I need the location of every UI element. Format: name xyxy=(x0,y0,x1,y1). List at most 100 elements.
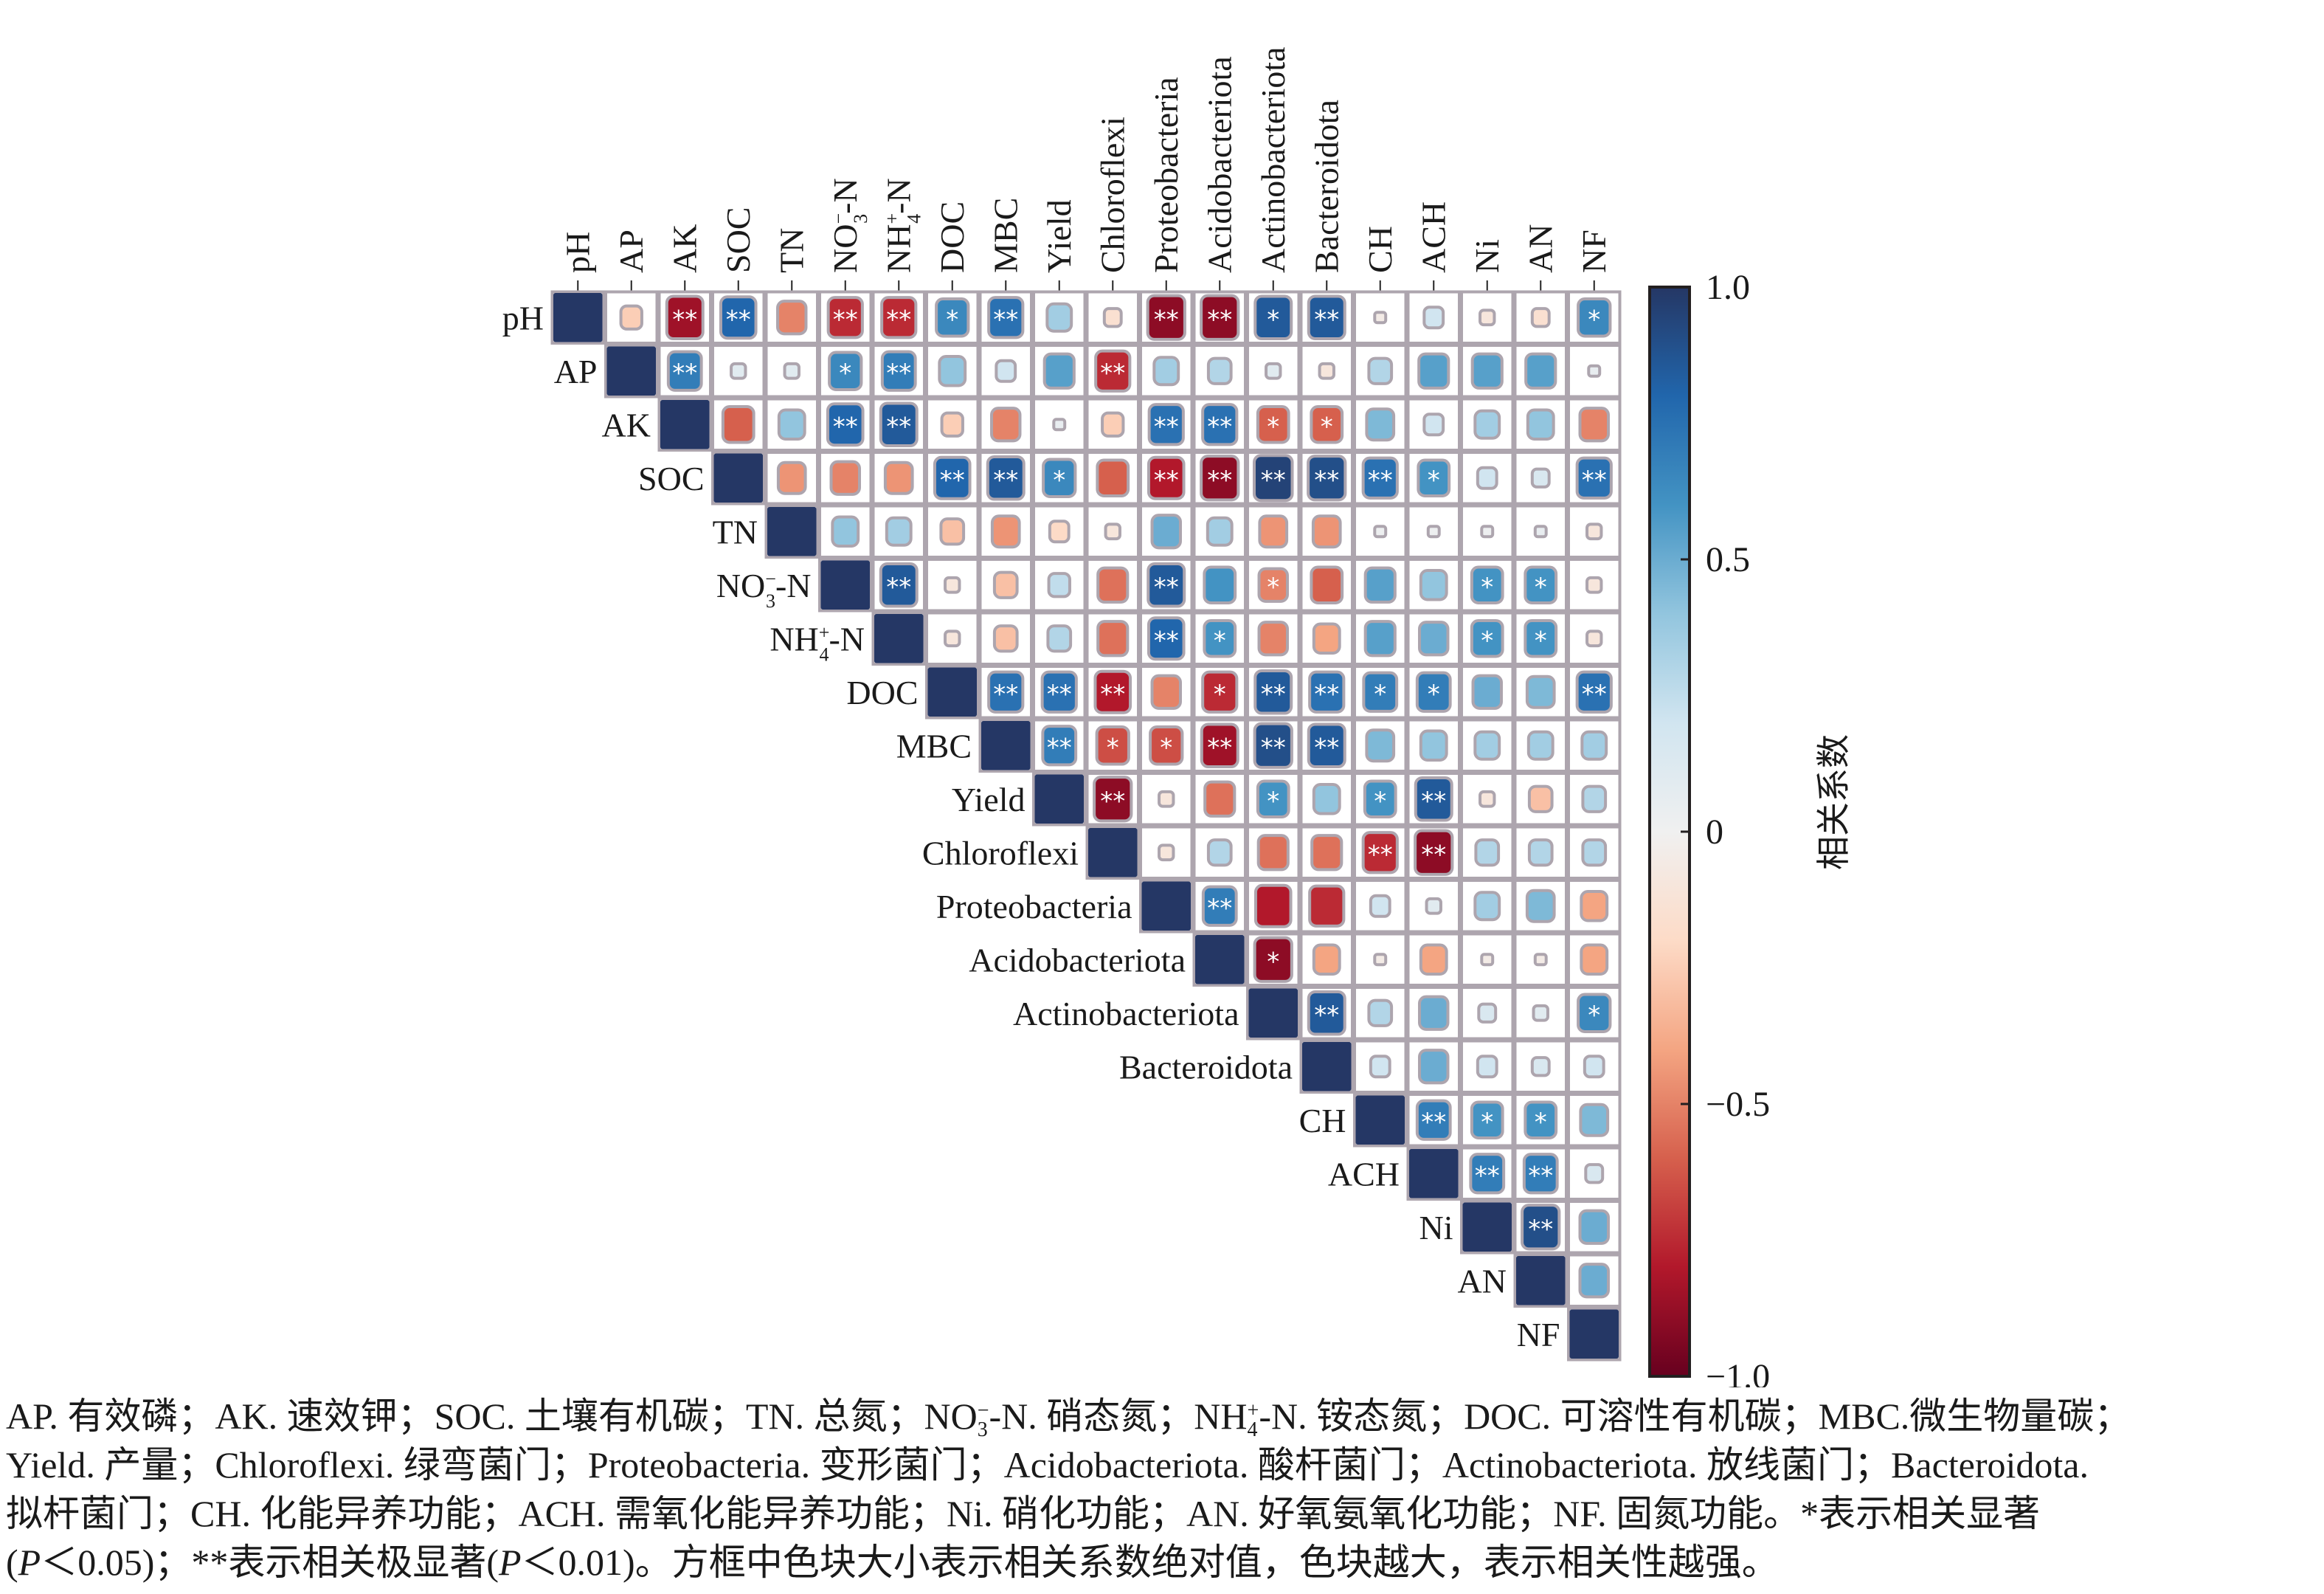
significance-label: * xyxy=(1374,680,1386,709)
correlation-mark xyxy=(1141,881,1191,931)
cell-frame xyxy=(1567,1146,1622,1201)
correlation-mark xyxy=(1361,456,1399,500)
colorbar-tick-label: −1.0 xyxy=(1706,1357,1770,1387)
caption-line: Yield. 产量；Chloroflexi. 绿弯菌门；Proteobacter… xyxy=(6,1444,2089,1486)
row-label: NO− 3-N xyxy=(716,567,812,612)
correlation-mark xyxy=(719,295,758,340)
correlation-mark xyxy=(874,614,924,663)
correlation-mark xyxy=(990,407,1022,443)
correlation-mark xyxy=(1469,1153,1506,1195)
correlation-mark xyxy=(1152,356,1180,387)
correlation-mark xyxy=(1587,364,1602,378)
row-label: Actinobacteriota xyxy=(1013,995,1239,1032)
correlation-mark xyxy=(1425,897,1442,915)
correlation-mark xyxy=(1527,784,1554,813)
correlation-mark xyxy=(987,296,1025,339)
cell-frame xyxy=(1032,504,1087,559)
correlation-mark xyxy=(1310,834,1343,872)
row-label: Chloroflexi xyxy=(922,834,1079,872)
correlation-mark xyxy=(1373,953,1388,967)
row-label: AN xyxy=(1458,1262,1507,1300)
correlation-mark xyxy=(1256,779,1290,818)
correlation-mark xyxy=(1094,349,1132,393)
correlation-mark xyxy=(992,570,1019,599)
correlation-mark xyxy=(777,408,806,441)
significance-label: * xyxy=(1481,573,1493,602)
row-label: Yield xyxy=(952,781,1026,818)
correlation-mark xyxy=(721,405,755,444)
correlation-mark xyxy=(1308,670,1346,714)
correlation-mark xyxy=(1470,565,1504,604)
colorbar-tick-label: 0 xyxy=(1706,812,1723,852)
correlation-mark xyxy=(1578,1209,1610,1245)
cell-frame xyxy=(711,344,766,398)
correlation-mark xyxy=(1045,302,1073,333)
correlation-mark xyxy=(1147,562,1186,608)
correlation-mark xyxy=(666,350,703,392)
correlation-mark xyxy=(1533,525,1548,539)
correlation-mark xyxy=(1149,725,1184,766)
correlation-mark xyxy=(1462,1202,1512,1252)
correlation-mark xyxy=(880,296,918,339)
row-label: NH+ 4-N xyxy=(770,620,865,665)
correlation-mark xyxy=(619,304,643,331)
correlation-mark xyxy=(1470,619,1504,658)
significance-label: * xyxy=(1267,787,1279,816)
correlation-mark xyxy=(1312,782,1341,815)
significance-label: ** xyxy=(1207,894,1232,923)
correlation-mark xyxy=(1253,669,1293,715)
correlation-mark xyxy=(1578,1263,1610,1299)
correlation-mark xyxy=(1307,990,1346,1036)
cell-frame xyxy=(1353,879,1408,934)
column-label: Actinobacteriota xyxy=(1254,46,1292,273)
correlation-mark xyxy=(1047,572,1071,598)
cell-frame xyxy=(1406,558,1461,613)
correlation-mark xyxy=(1522,1153,1559,1195)
significance-label: ** xyxy=(1582,466,1607,495)
correlation-mark xyxy=(1256,834,1290,872)
correlation-mark xyxy=(1248,988,1298,1038)
correlation-mark xyxy=(1158,790,1175,808)
correlation-mark xyxy=(826,402,865,447)
correlation-mark xyxy=(1042,352,1076,390)
column-label: Acidobacteriota xyxy=(1200,56,1238,273)
significance-label: ** xyxy=(672,305,697,334)
significance-label: ** xyxy=(940,466,965,495)
row-label: pH xyxy=(502,299,544,337)
correlation-mark xyxy=(879,401,919,448)
correlation-mark xyxy=(1580,889,1609,922)
correlation-mark xyxy=(1479,308,1496,327)
correlation-mark xyxy=(1414,829,1454,876)
significance-label: ** xyxy=(1047,733,1072,762)
row-label: Proteobacteria xyxy=(936,888,1132,925)
significance-label: ** xyxy=(1475,1161,1500,1190)
cell-frame xyxy=(764,397,819,452)
significance-label: * xyxy=(1481,1108,1493,1137)
correlation-mark xyxy=(1417,352,1450,390)
correlation-mark xyxy=(1470,1100,1504,1139)
correlation-mark xyxy=(1052,418,1067,432)
correlation-mark xyxy=(992,624,1019,653)
correlation-mark xyxy=(1414,776,1453,822)
correlation-mark xyxy=(1096,458,1130,497)
correlation-mark xyxy=(1527,838,1554,867)
correlation-mark xyxy=(1530,307,1551,328)
significance-label: * xyxy=(1214,680,1226,709)
column-label: Chloroflexi xyxy=(1093,117,1131,273)
correlation-mark xyxy=(1041,725,1078,767)
significance-label: ** xyxy=(886,359,911,388)
correlation-mark xyxy=(940,411,964,438)
correlation-mark xyxy=(933,455,972,500)
correlation-mark xyxy=(1533,953,1548,967)
significance-label: * xyxy=(1588,305,1600,334)
correlation-mark xyxy=(829,460,861,496)
correlation-mark xyxy=(1581,784,1608,813)
correlation-mark xyxy=(1206,516,1234,547)
colorbar-tick-label: 0.5 xyxy=(1706,540,1750,579)
correlation-mark xyxy=(1253,883,1293,928)
significance-label: ** xyxy=(1314,680,1339,709)
column-label: DOC xyxy=(933,201,971,273)
correlation-mark xyxy=(1422,306,1445,330)
correlation-mark xyxy=(660,400,710,449)
